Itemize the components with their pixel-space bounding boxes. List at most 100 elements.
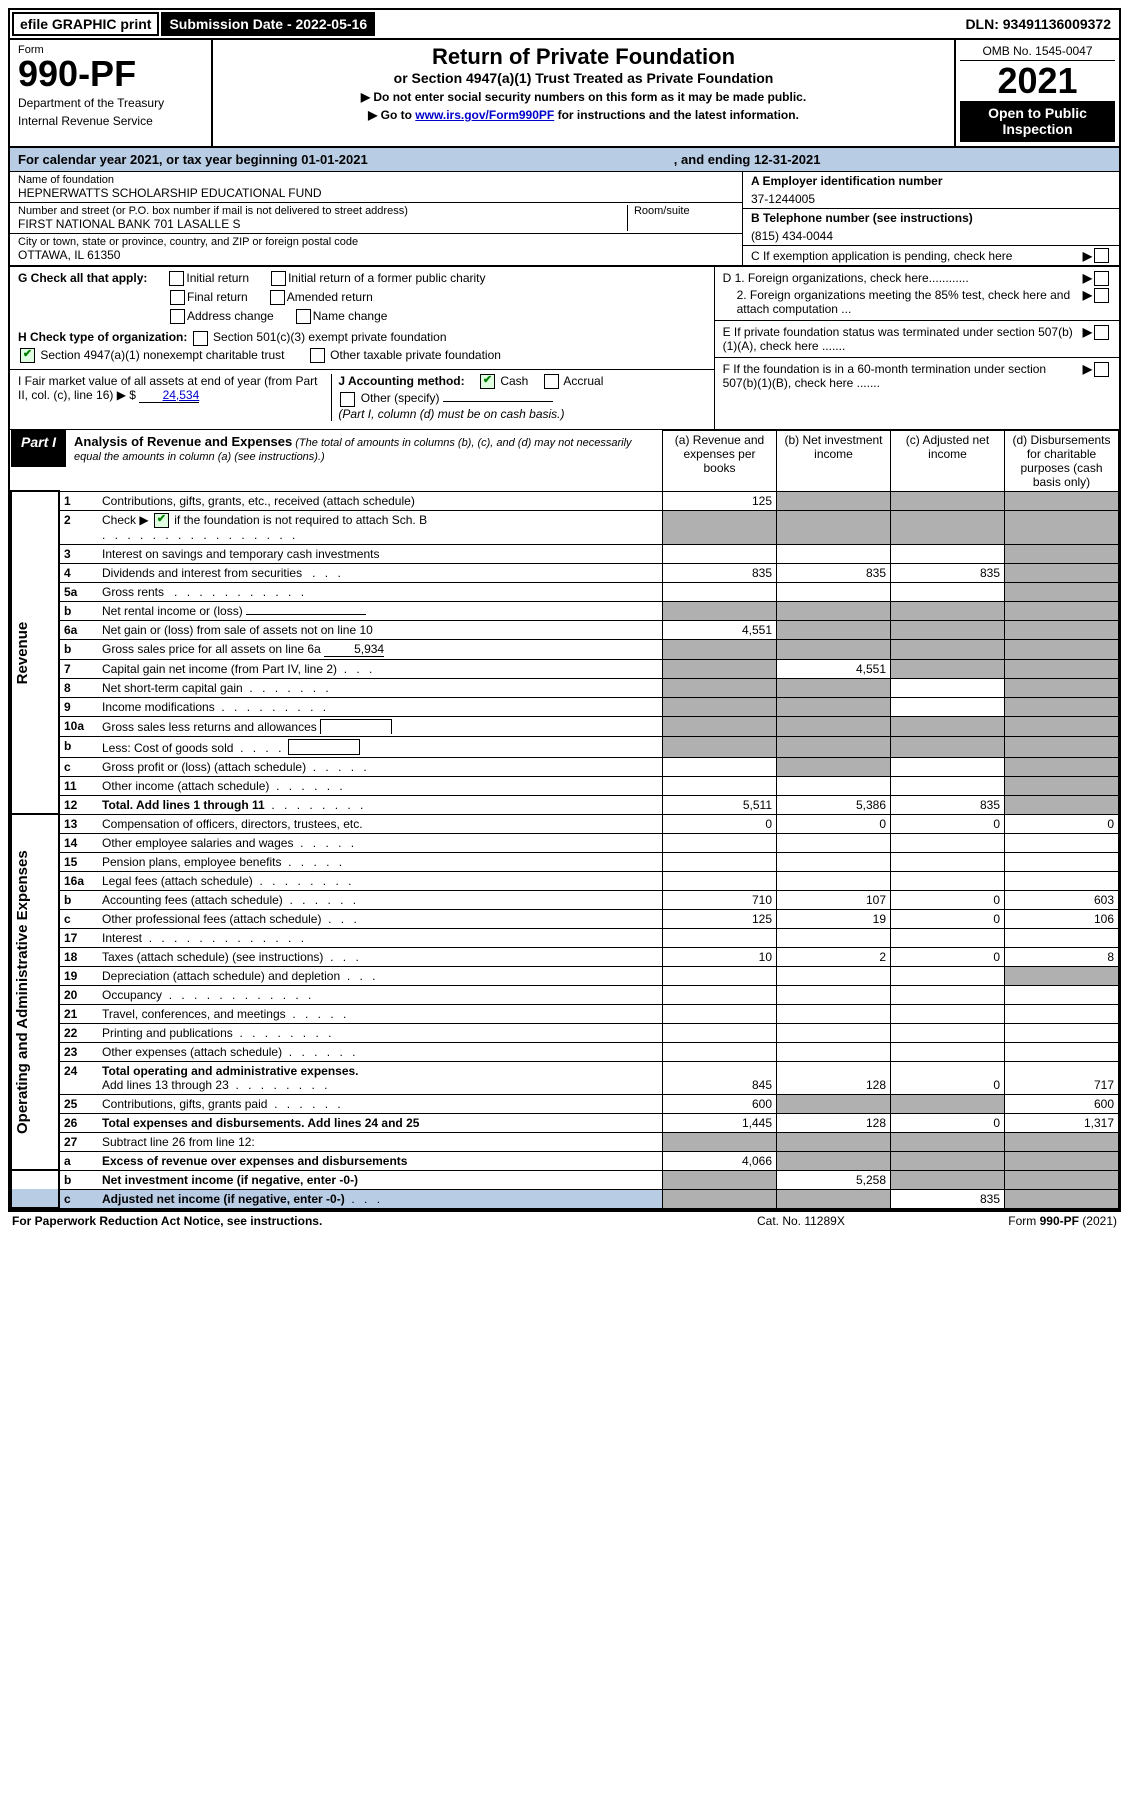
row-18: 18 Taxes (attach schedule) (see instruct… xyxy=(11,947,1119,966)
g-address-checkbox[interactable] xyxy=(170,309,185,324)
l17-no: 17 xyxy=(59,928,98,947)
h-4947-checkbox[interactable]: ✔ xyxy=(20,348,35,363)
l21-d xyxy=(1005,1004,1119,1023)
l10b-d-shaded xyxy=(1005,736,1119,757)
l14-d xyxy=(1005,833,1119,852)
l21-c xyxy=(891,1004,1005,1023)
info-left: Name of foundation HEPNERWATTS SCHOLARSH… xyxy=(10,172,743,265)
j-accrual-checkbox[interactable] xyxy=(544,374,559,389)
l17-d xyxy=(1005,928,1119,947)
l19-dots: . . . xyxy=(347,969,379,983)
row-14: 14 Other employee salaries and wages . .… xyxy=(11,833,1119,852)
g-name-checkbox[interactable] xyxy=(296,309,311,324)
l7-no: 7 xyxy=(59,659,98,678)
l5b-c-shaded xyxy=(891,601,1005,620)
ghij-left: G Check all that apply: Initial return I… xyxy=(10,267,715,428)
calendar-begin: For calendar year 2021, or tax year begi… xyxy=(18,152,674,167)
g-initial-former-checkbox[interactable] xyxy=(271,271,286,286)
l5a-desc: Gross rents xyxy=(102,585,164,599)
row-16a: 16a Legal fees (attach schedule) . . . .… xyxy=(11,871,1119,890)
l17-b xyxy=(777,928,891,947)
row-24: 24 Total operating and administrative ex… xyxy=(11,1061,1119,1094)
l15-desc: Pension plans, employee benefits xyxy=(102,855,281,869)
row-5a: 5a Gross rents . . . . . . . . . . . xyxy=(11,582,1119,601)
l3-c xyxy=(891,544,1005,563)
l7-desc-cell: Capital gain net income (from Part IV, l… xyxy=(98,659,663,678)
f-arrow-icon: ▶ xyxy=(1083,362,1092,376)
l27c-desc-cell: Adjusted net income (if negative, enter … xyxy=(98,1189,663,1208)
j-accrual: Accrual xyxy=(563,374,603,388)
l6b-b-shaded xyxy=(777,639,891,659)
i-value[interactable]: 24,534 xyxy=(139,388,199,403)
row-16b: b Accounting fees (attach schedule) . . … xyxy=(11,890,1119,909)
l25-no: 25 xyxy=(59,1094,98,1113)
efile-button[interactable]: efile GRAPHIC print xyxy=(12,12,159,36)
g-initial-former: Initial return of a former public charit… xyxy=(288,271,485,286)
l2-checkbox[interactable]: ✔ xyxy=(154,513,169,528)
l16c-b: 19 xyxy=(777,909,891,928)
l24-desc: Total operating and administrative expen… xyxy=(102,1064,359,1078)
l11-desc: Other income (attach schedule) xyxy=(102,779,269,793)
e-checkbox[interactable] xyxy=(1094,325,1109,340)
footer-catno: Cat. No. 11289X xyxy=(757,1214,937,1228)
l15-no: 15 xyxy=(59,852,98,871)
f-checkbox[interactable] xyxy=(1094,362,1109,377)
g-final-checkbox[interactable] xyxy=(170,290,185,305)
l21-desc-cell: Travel, conferences, and meetings . . . … xyxy=(98,1004,663,1023)
l26-desc: Total expenses and disbursements. Add li… xyxy=(98,1113,663,1132)
e-label: E If private foundation status was termi… xyxy=(723,325,1083,353)
j-cash-checkbox[interactable]: ✔ xyxy=(480,374,495,389)
l17-c xyxy=(891,928,1005,947)
ghij-right: D 1. Foreign organizations, check here..… xyxy=(715,267,1119,428)
l6b-val: 5,934 xyxy=(324,642,384,657)
g-amended-checkbox[interactable] xyxy=(270,290,285,305)
j-other-checkbox[interactable] xyxy=(340,392,355,407)
c-checkbox[interactable] xyxy=(1094,248,1109,263)
form-number: 990-PF xyxy=(18,56,203,92)
d2-checkbox[interactable] xyxy=(1094,288,1109,303)
l10c-a xyxy=(663,757,777,776)
l16a-no: 16a xyxy=(59,871,98,890)
h-other-checkbox[interactable] xyxy=(310,348,325,363)
l26-no: 26 xyxy=(59,1113,98,1132)
l24-a: 845 xyxy=(663,1061,777,1094)
l27c-a-shaded xyxy=(663,1189,777,1208)
l6b-c-shaded xyxy=(891,639,1005,659)
l23-a xyxy=(663,1042,777,1061)
l15-dots: . . . . . xyxy=(288,855,345,869)
row-23: 23 Other expenses (attach schedule) . . … xyxy=(11,1042,1119,1061)
l27b-no: b xyxy=(59,1170,98,1189)
l17-dots: . . . . . . . . . . . . . xyxy=(149,931,307,945)
l16b-dots: . . . . . . xyxy=(289,893,359,907)
l27a-d-shaded xyxy=(1005,1151,1119,1170)
l6a-desc: Net gain or (loss) from sale of assets n… xyxy=(98,620,663,639)
l10b-a-shaded xyxy=(663,736,777,757)
l25-b-shaded xyxy=(777,1094,891,1113)
l13-b: 0 xyxy=(777,814,891,833)
l5b-desc: Net rental income or (loss) xyxy=(102,604,243,618)
c-cell: C If exemption application is pending, c… xyxy=(743,246,1119,265)
l23-desc: Other expenses (attach schedule) xyxy=(102,1045,282,1059)
l2-desc-post: if the foundation is not required to att… xyxy=(171,513,427,527)
street-cell: Number and street (or P.O. box number if… xyxy=(10,203,742,234)
l6b-a-shaded xyxy=(663,639,777,659)
l24-b: 128 xyxy=(777,1061,891,1094)
d1-checkbox[interactable] xyxy=(1094,271,1109,286)
l5b-a-shaded xyxy=(663,601,777,620)
l18-d: 8 xyxy=(1005,947,1119,966)
l19-desc: Depreciation (attach schedule) and deple… xyxy=(102,969,340,983)
l24-no: 24 xyxy=(59,1061,98,1094)
irs-link[interactable]: www.irs.gov/Form990PF xyxy=(415,108,554,122)
instruction-2: ▶ Go to www.irs.gov/Form990PF for instru… xyxy=(221,108,946,122)
col-d-header: (d) Disbursements for charitable purpose… xyxy=(1005,430,1119,491)
row-22: 22 Printing and publications . . . . . .… xyxy=(11,1023,1119,1042)
g-initial-checkbox[interactable] xyxy=(169,271,184,286)
l19-a xyxy=(663,966,777,985)
row-19: 19 Depreciation (attach schedule) and de… xyxy=(11,966,1119,985)
h-501c3-checkbox[interactable] xyxy=(193,331,208,346)
open-to-public: Open to Public Inspection xyxy=(960,101,1115,143)
l10b-desc: Less: Cost of goods sold xyxy=(102,741,233,755)
d2-arrow-icon: ▶ xyxy=(1083,288,1092,302)
l14-desc: Other employee salaries and wages xyxy=(102,836,293,850)
l16b-c: 0 xyxy=(891,890,1005,909)
